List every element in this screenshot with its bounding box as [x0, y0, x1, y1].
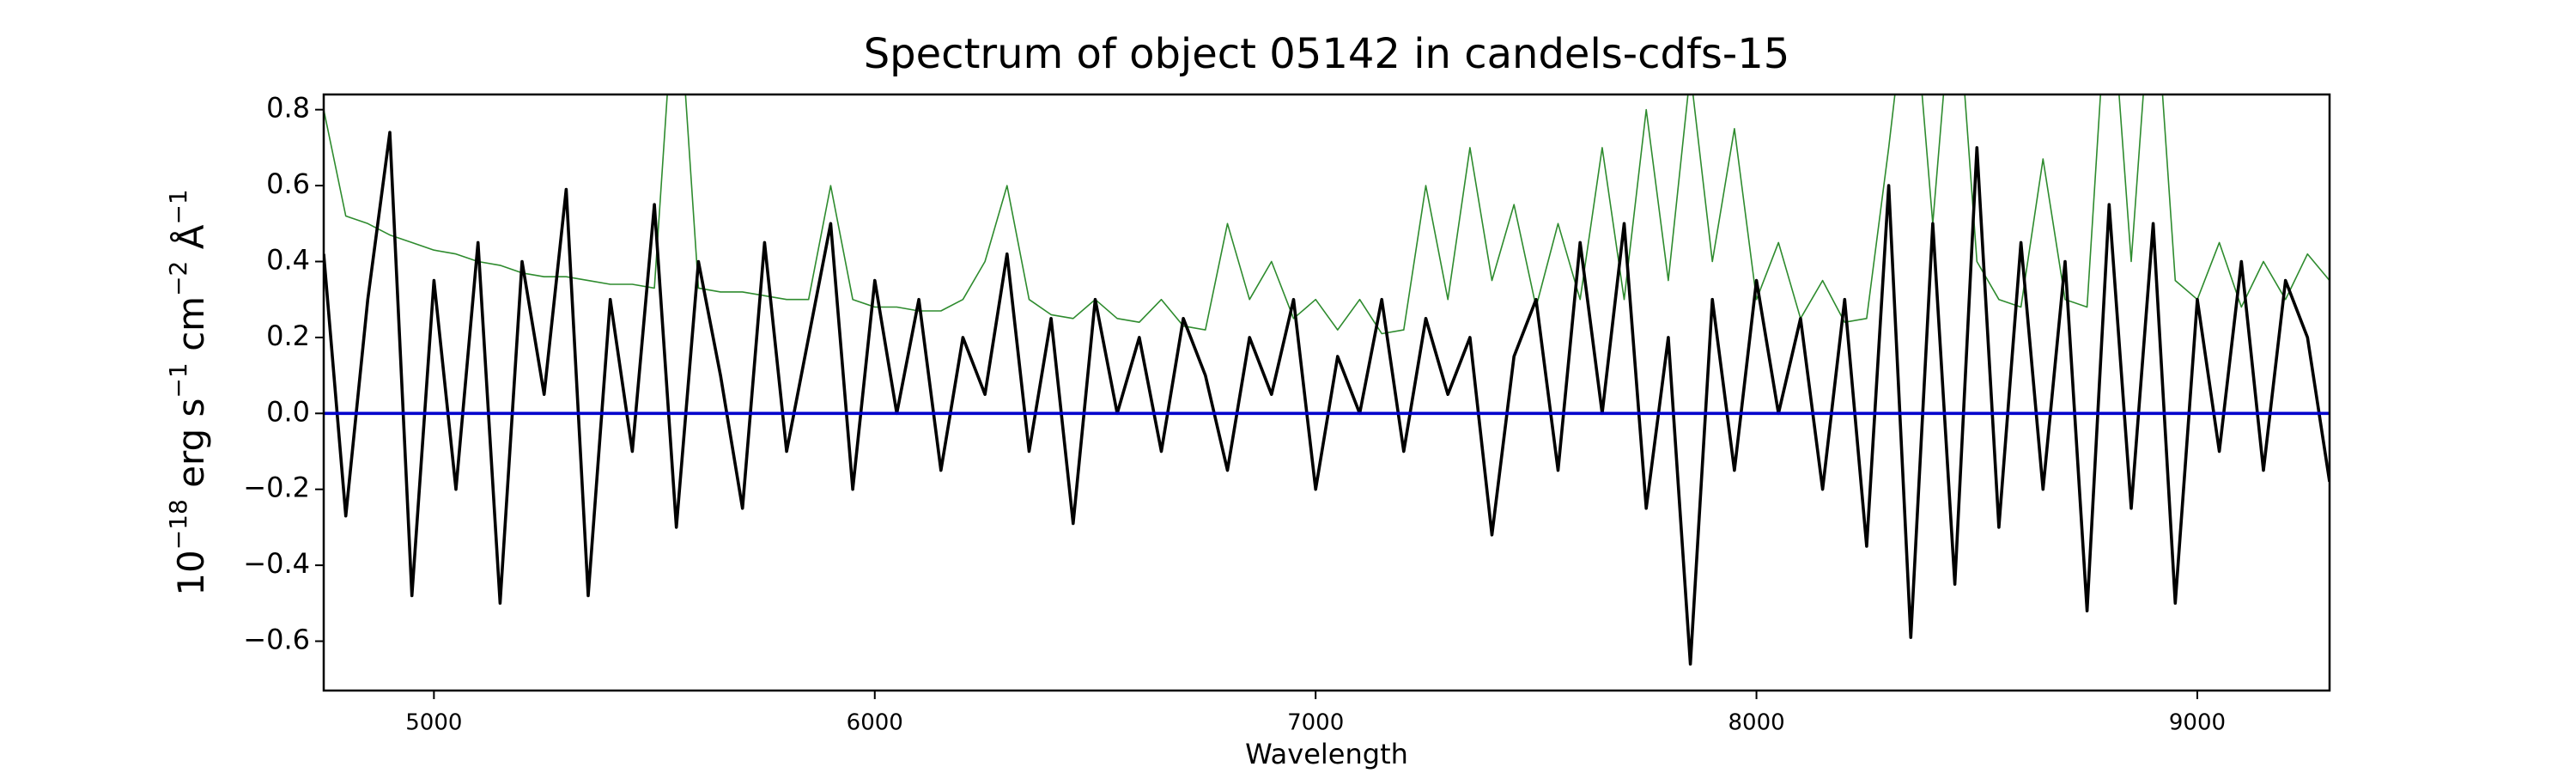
- spectrum-line: [324, 131, 2330, 666]
- y-tick-label: 0.8: [266, 92, 310, 125]
- axes-frame: [322, 93, 2331, 692]
- y-axis-label: 10−18 erg s−1 cm−2 Å−1: [164, 189, 212, 595]
- y-label-superscript: −1: [164, 362, 192, 398]
- y-label-superscript: −18: [164, 499, 192, 550]
- x-tick-label: 8000: [1728, 710, 1784, 736]
- plot-area: [324, 94, 2330, 666]
- y-label-superscript: −2: [164, 261, 192, 296]
- x-tick-label: 9000: [2169, 710, 2226, 736]
- y-tick-label: 0.4: [266, 243, 310, 276]
- y-tick-label: 0.2: [266, 320, 310, 352]
- y-label-superscript: −1: [164, 189, 192, 224]
- x-tick-label: 5000: [405, 710, 462, 736]
- x-tick-label: 7000: [1287, 710, 1344, 736]
- y-label-part: 10: [170, 550, 212, 595]
- y-label-part: erg s: [170, 399, 212, 500]
- x-axis-label: Wavelength: [1245, 738, 1408, 770]
- x-tick-label: 6000: [847, 710, 903, 736]
- y-tick-label: −0.4: [243, 547, 310, 580]
- y-label-part: Å: [169, 224, 212, 260]
- chart-title: Spectrum of object 05142 in candels-cdfs…: [864, 30, 1790, 78]
- y-tick-label: −0.2: [243, 472, 310, 504]
- spectrum-line: [324, 94, 2330, 335]
- y-tick-label: 0.0: [266, 395, 310, 428]
- y-tick-label: 0.6: [266, 167, 310, 200]
- y-tick-label: −0.6: [243, 624, 310, 656]
- y-label-part: cm: [170, 296, 212, 362]
